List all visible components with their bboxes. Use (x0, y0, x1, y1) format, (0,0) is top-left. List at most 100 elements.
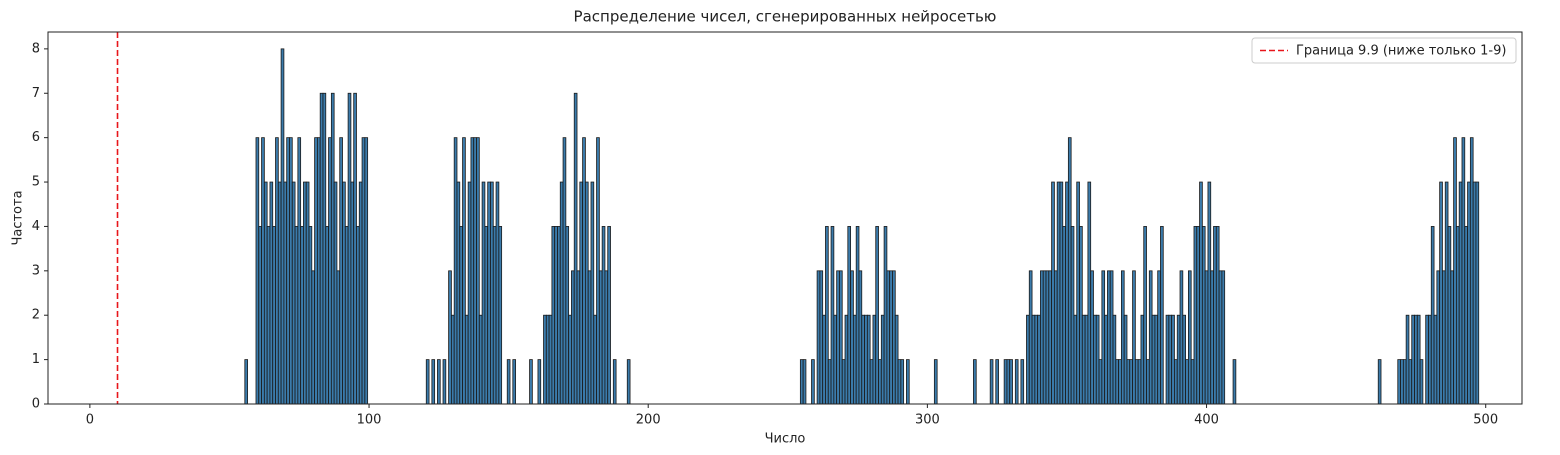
bar (1126, 359, 1131, 405)
bar (1042, 270, 1047, 405)
bar (529, 359, 533, 405)
bar (1469, 137, 1474, 405)
bar (342, 181, 346, 405)
bar (470, 137, 475, 405)
bar (303, 181, 307, 405)
bar (852, 314, 857, 405)
bar (495, 181, 500, 405)
bar (559, 181, 564, 405)
bar (1081, 314, 1086, 405)
bar (336, 270, 341, 405)
bar (1037, 314, 1041, 405)
bar (258, 226, 262, 405)
bar (833, 314, 838, 405)
bar (1444, 181, 1449, 405)
bar (1185, 359, 1189, 405)
bar (291, 181, 296, 405)
bar (573, 92, 578, 405)
bar (612, 359, 617, 405)
bar (431, 359, 436, 405)
bar (350, 181, 355, 405)
bar (548, 314, 553, 405)
bar (584, 181, 589, 405)
bar (464, 314, 469, 405)
bar (283, 181, 288, 405)
bar (277, 181, 282, 405)
bar (289, 137, 293, 405)
bar (579, 181, 584, 405)
bar (894, 314, 899, 405)
bar (841, 359, 846, 405)
y-tick-label: 5 (32, 175, 40, 190)
bar (1115, 359, 1120, 405)
bar (1123, 314, 1128, 405)
bar (1430, 226, 1435, 405)
bar (1031, 314, 1036, 405)
bar (551, 226, 556, 405)
bar (361, 137, 366, 405)
bar (1400, 359, 1404, 405)
bar (565, 226, 570, 405)
bar (802, 359, 807, 405)
bar (1215, 226, 1220, 405)
bar (297, 137, 302, 405)
bar (1134, 359, 1139, 405)
bar (819, 270, 824, 405)
bar (1104, 314, 1108, 405)
bar (322, 92, 327, 405)
bar (347, 92, 352, 405)
bar (1040, 270, 1044, 405)
bar (626, 359, 631, 405)
y-tick-label: 2 (32, 308, 40, 323)
bar (1213, 226, 1217, 405)
bar (571, 270, 575, 405)
bar (1165, 314, 1170, 405)
bar (1182, 314, 1187, 405)
bar (543, 314, 547, 405)
plot-frame (47, 31, 1523, 405)
bar (1095, 314, 1100, 405)
bar (604, 270, 609, 405)
bar (1425, 314, 1429, 405)
bar (1084, 314, 1089, 405)
bar (1070, 226, 1075, 405)
bar (995, 359, 999, 405)
x-tick-label: 0 (86, 413, 94, 428)
bar (886, 270, 891, 405)
bar (1461, 137, 1466, 405)
bar (825, 226, 829, 405)
bar (1408, 359, 1413, 405)
bar (858, 270, 863, 405)
bar (473, 137, 477, 405)
bar (1176, 314, 1181, 405)
bar (1405, 314, 1410, 405)
bar (1020, 359, 1025, 405)
bar (593, 314, 597, 405)
bar (481, 181, 486, 405)
bar (875, 226, 879, 405)
bar (1453, 137, 1457, 405)
bar (1467, 181, 1471, 405)
bar (1140, 314, 1145, 405)
bar (448, 270, 452, 405)
bar (1090, 270, 1094, 405)
bar (255, 137, 260, 405)
bar (1193, 226, 1198, 405)
bar (305, 181, 310, 405)
bar (1458, 181, 1463, 405)
x-axis-label: Число (765, 432, 806, 447)
bar (425, 359, 430, 405)
bar (456, 181, 461, 405)
bar (263, 181, 268, 405)
y-axis-label: Частота (11, 190, 26, 245)
bar (311, 270, 316, 405)
bar (545, 314, 550, 405)
bar (487, 181, 491, 405)
bar (562, 137, 567, 405)
bar (850, 270, 854, 405)
bar (596, 137, 600, 405)
bar (492, 226, 497, 405)
bar (478, 314, 483, 405)
bar (1447, 226, 1452, 405)
bar (1160, 226, 1164, 405)
